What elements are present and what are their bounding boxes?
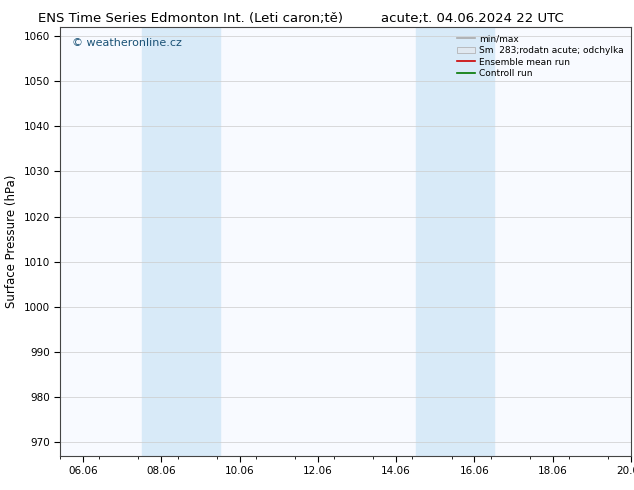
Legend: min/max, Sm  283;rodatn acute; odchylka, Ensemble mean run, Controll run: min/max, Sm 283;rodatn acute; odchylka, …: [455, 31, 626, 81]
Bar: [416, 27, 494, 456]
Text: acute;t. 04.06.2024 22 UTC: acute;t. 04.06.2024 22 UTC: [381, 12, 564, 25]
Text: © weatheronline.cz: © weatheronline.cz: [72, 38, 181, 48]
Text: ENS Time Series Edmonton Int. (Leti caron;tě): ENS Time Series Edmonton Int. (Leti caro…: [37, 12, 343, 25]
Bar: [142, 27, 220, 456]
Y-axis label: Surface Pressure (hPa): Surface Pressure (hPa): [5, 174, 18, 308]
